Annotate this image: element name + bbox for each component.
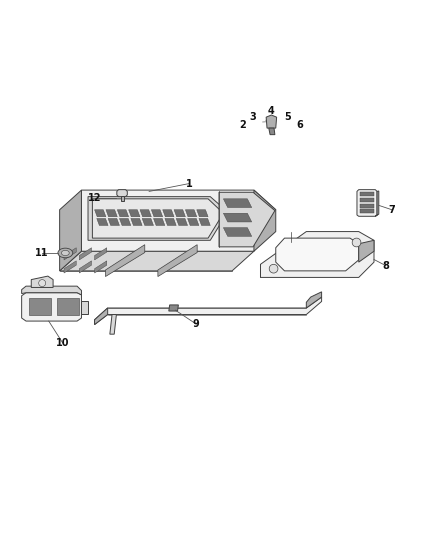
- Text: 9: 9: [193, 319, 200, 329]
- Text: 5: 5: [285, 112, 291, 122]
- Polygon shape: [162, 210, 174, 217]
- Polygon shape: [187, 219, 199, 225]
- Circle shape: [352, 238, 361, 247]
- Polygon shape: [223, 199, 252, 207]
- Text: 10: 10: [56, 338, 70, 348]
- Polygon shape: [21, 293, 81, 321]
- Polygon shape: [223, 228, 252, 236]
- Text: 6: 6: [297, 120, 303, 130]
- Polygon shape: [357, 190, 377, 216]
- Polygon shape: [151, 210, 162, 217]
- Polygon shape: [185, 210, 197, 217]
- Polygon shape: [21, 286, 81, 295]
- Polygon shape: [95, 210, 106, 217]
- Text: 3: 3: [250, 112, 256, 122]
- Polygon shape: [306, 292, 321, 308]
- Polygon shape: [276, 238, 359, 271]
- Polygon shape: [129, 210, 140, 217]
- Polygon shape: [81, 302, 88, 313]
- FancyBboxPatch shape: [360, 204, 374, 207]
- Polygon shape: [131, 219, 142, 225]
- Polygon shape: [97, 219, 108, 225]
- Ellipse shape: [61, 251, 69, 256]
- Polygon shape: [121, 196, 124, 201]
- Polygon shape: [88, 197, 228, 240]
- Circle shape: [269, 264, 278, 273]
- Polygon shape: [92, 199, 223, 238]
- FancyBboxPatch shape: [360, 192, 374, 196]
- Polygon shape: [199, 219, 210, 225]
- FancyBboxPatch shape: [360, 209, 374, 213]
- Polygon shape: [95, 248, 107, 260]
- Text: 8: 8: [382, 261, 389, 271]
- Polygon shape: [174, 210, 185, 217]
- FancyBboxPatch shape: [360, 198, 374, 202]
- Polygon shape: [64, 261, 76, 273]
- Polygon shape: [142, 219, 153, 225]
- Polygon shape: [117, 190, 127, 197]
- Polygon shape: [110, 314, 117, 334]
- Polygon shape: [140, 210, 151, 217]
- Polygon shape: [153, 219, 165, 225]
- Polygon shape: [165, 219, 176, 225]
- Polygon shape: [266, 115, 277, 128]
- Polygon shape: [261, 231, 374, 277]
- Polygon shape: [31, 276, 53, 287]
- Polygon shape: [254, 190, 276, 251]
- FancyBboxPatch shape: [57, 298, 79, 314]
- Text: 11: 11: [35, 248, 49, 258]
- Polygon shape: [79, 261, 92, 273]
- Polygon shape: [79, 248, 92, 260]
- Polygon shape: [95, 261, 107, 273]
- Polygon shape: [375, 191, 379, 216]
- Polygon shape: [169, 305, 178, 311]
- Polygon shape: [117, 210, 129, 217]
- Polygon shape: [95, 297, 321, 325]
- Polygon shape: [64, 248, 76, 260]
- Polygon shape: [60, 190, 81, 271]
- Polygon shape: [269, 128, 275, 135]
- Circle shape: [39, 280, 46, 287]
- Ellipse shape: [58, 248, 73, 258]
- Text: 1: 1: [186, 179, 193, 189]
- Text: 4: 4: [267, 106, 274, 116]
- Polygon shape: [223, 213, 252, 222]
- Polygon shape: [219, 192, 275, 247]
- Polygon shape: [81, 190, 276, 251]
- Polygon shape: [95, 308, 108, 325]
- Polygon shape: [108, 219, 120, 225]
- Polygon shape: [106, 245, 145, 277]
- Polygon shape: [120, 219, 131, 225]
- Polygon shape: [106, 210, 117, 217]
- Text: 7: 7: [389, 205, 395, 215]
- Polygon shape: [197, 210, 208, 217]
- FancyBboxPatch shape: [29, 298, 51, 314]
- Polygon shape: [60, 251, 254, 271]
- Polygon shape: [176, 219, 187, 225]
- Text: 2: 2: [240, 120, 247, 130]
- Polygon shape: [359, 240, 374, 262]
- Polygon shape: [158, 245, 197, 277]
- Text: 12: 12: [88, 192, 102, 203]
